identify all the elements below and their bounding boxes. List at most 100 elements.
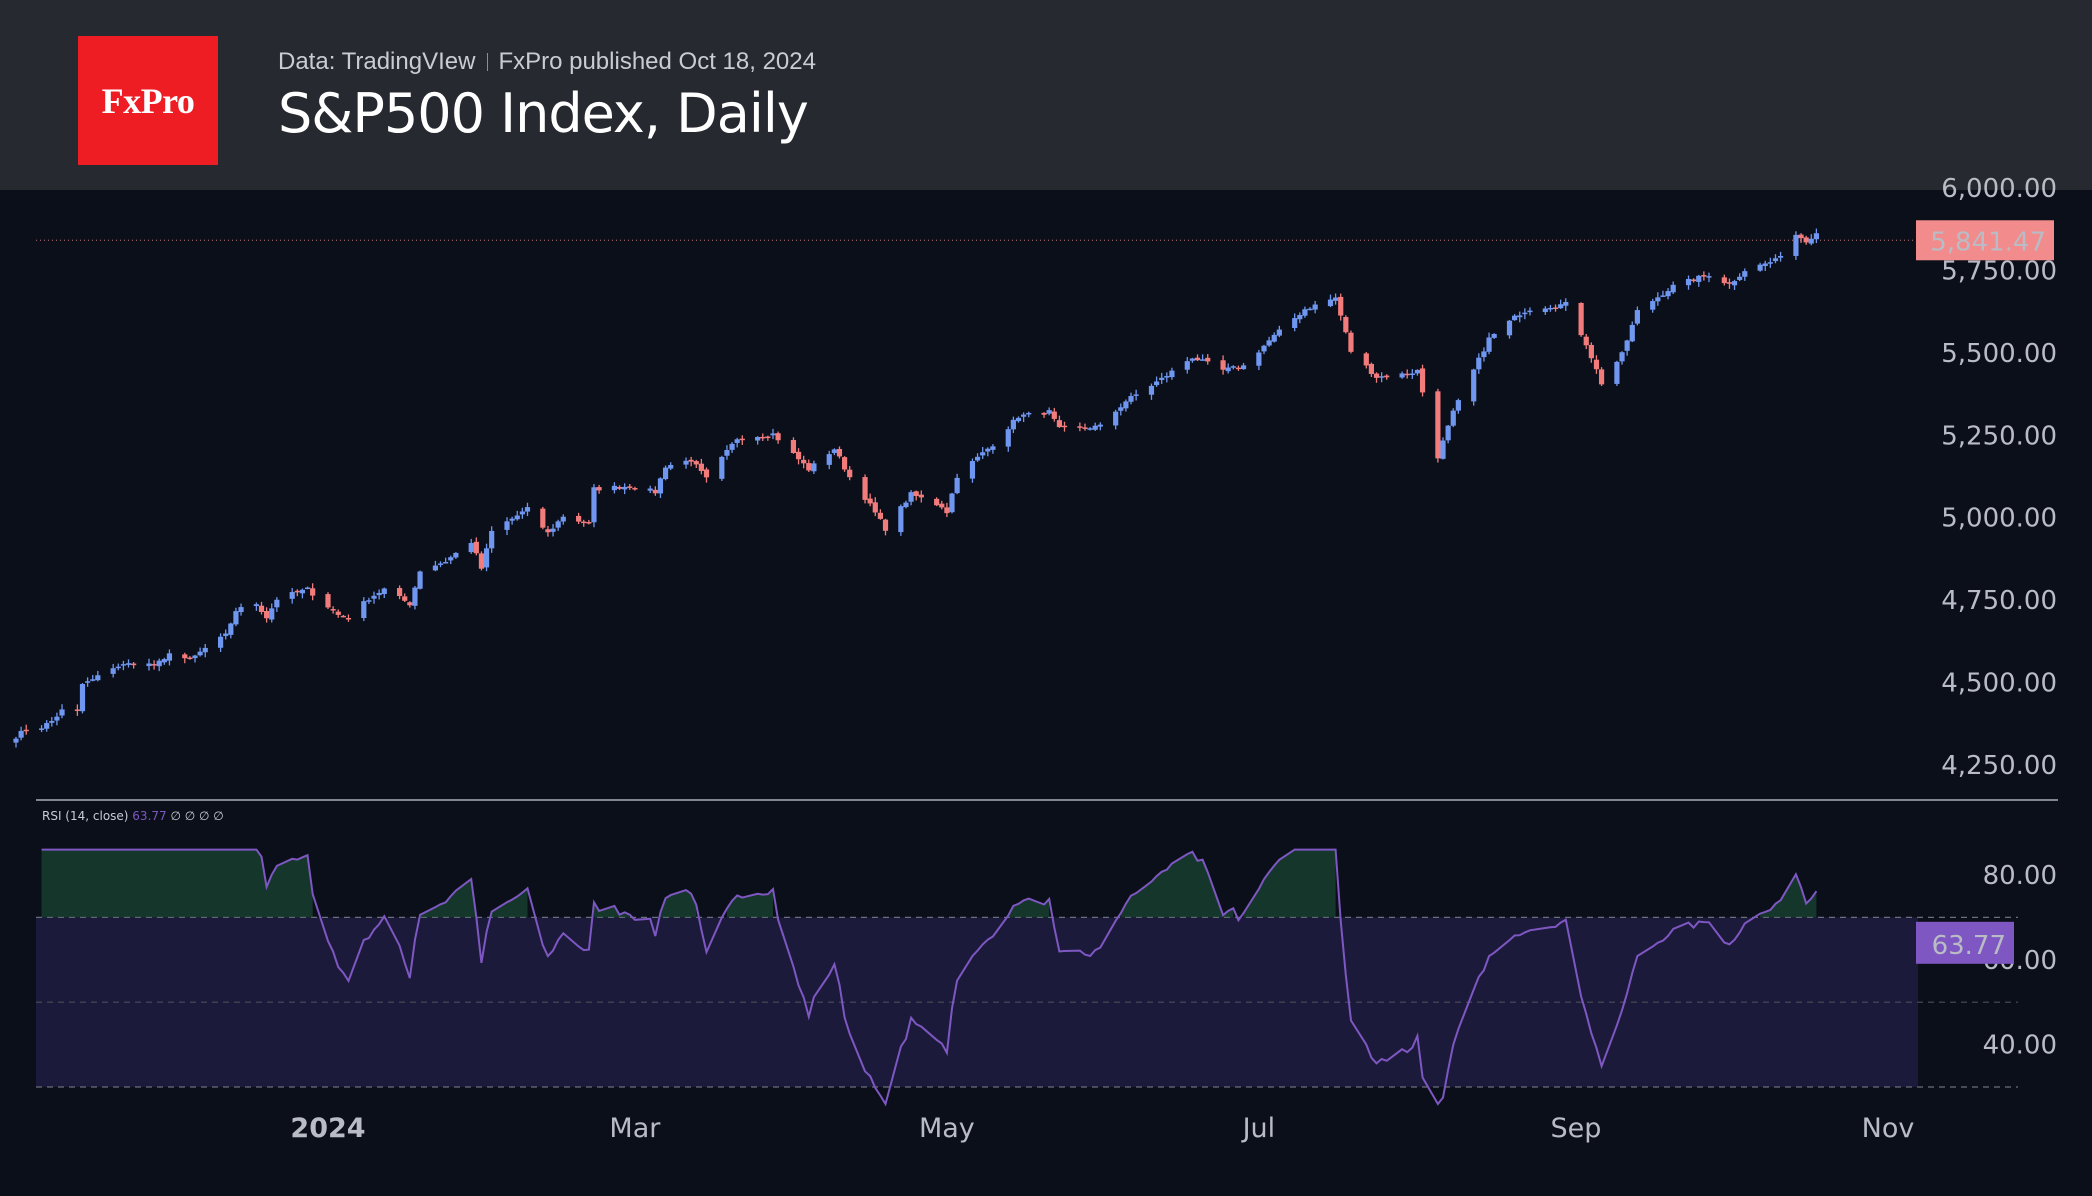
candle-body — [576, 515, 582, 522]
candle-body — [1793, 234, 1799, 256]
candle-body — [1051, 411, 1057, 419]
candle-body — [1445, 425, 1451, 441]
candle-body — [335, 611, 341, 615]
candle-body — [217, 636, 224, 648]
candle-body — [724, 449, 730, 456]
rsi-last-badge — [1916, 921, 2014, 964]
candle-body — [1343, 317, 1349, 333]
candle-body — [847, 469, 853, 478]
candle-body — [1517, 315, 1523, 318]
candle-body — [1061, 425, 1068, 428]
candle-body — [115, 666, 121, 669]
candle-body — [949, 493, 955, 513]
candle-body — [1363, 353, 1369, 366]
candle-body — [381, 588, 387, 595]
candle-body — [161, 659, 167, 663]
candle-body — [1506, 320, 1513, 336]
candle-body — [980, 452, 986, 456]
candle-body — [755, 436, 761, 441]
candle-body — [1731, 281, 1738, 286]
candle-body — [1619, 352, 1625, 362]
candle-body — [1491, 333, 1497, 338]
candle-body — [1558, 304, 1564, 309]
time-tick-label: Jul — [1241, 1113, 1276, 1144]
time-tick-label: Mar — [609, 1113, 661, 1144]
candle-body — [187, 657, 193, 660]
candle-body — [954, 477, 960, 494]
candle-body — [448, 557, 454, 561]
candle-body — [453, 552, 459, 558]
candle-body — [974, 456, 981, 461]
candle-body — [443, 562, 449, 564]
candle-body — [1194, 357, 1201, 361]
rsi-tick-label: 80.00 — [1983, 861, 2057, 891]
candle-body — [1419, 368, 1426, 393]
candle-body — [1015, 417, 1022, 422]
candle-body — [1593, 359, 1600, 370]
candle-body — [182, 654, 188, 659]
candle-body — [1701, 275, 1707, 277]
candle-body — [407, 602, 413, 606]
candle-body — [1082, 427, 1088, 429]
divider — [487, 53, 489, 71]
candle-body — [524, 507, 531, 512]
candle-body — [632, 487, 638, 490]
rsi-overbought-fill — [593, 902, 630, 918]
candle-body — [1200, 359, 1206, 361]
value-badges: 5,841.47 63.77 — [1916, 220, 2054, 964]
candle-body — [1046, 410, 1052, 414]
candle-body — [1205, 357, 1211, 362]
candle-body — [1128, 396, 1134, 402]
price-tick-label: 4,500.00 — [1941, 669, 2057, 699]
candle-body — [1757, 264, 1763, 271]
candle-body — [1404, 373, 1410, 376]
candle-body — [376, 592, 382, 596]
candle-body — [616, 486, 623, 489]
candle-body — [1087, 428, 1093, 430]
candle-body — [841, 457, 848, 470]
candle-body — [1261, 345, 1267, 352]
candle-body — [120, 664, 127, 666]
candle-body — [1721, 277, 1727, 284]
candle-body — [1384, 375, 1390, 378]
candle-body — [545, 529, 551, 533]
candle-body — [1220, 360, 1226, 370]
candle-body — [1798, 234, 1804, 239]
candle-body — [38, 728, 45, 730]
candle-body — [683, 460, 689, 465]
candle-body — [1021, 414, 1027, 417]
candle-body — [1777, 255, 1784, 258]
candle-body — [1563, 302, 1569, 306]
candle-body — [918, 494, 924, 498]
candle-body — [1772, 258, 1779, 262]
rsi-legend-value: 63.77 — [132, 809, 170, 823]
candle-body — [770, 433, 776, 436]
candle-body — [54, 716, 60, 721]
candle-body — [1450, 410, 1456, 426]
candle-body — [939, 503, 945, 508]
candle-body — [1471, 369, 1477, 402]
candle-body — [1803, 237, 1809, 243]
candle-body — [1409, 373, 1415, 376]
last-price-badge — [1916, 220, 2054, 261]
candle-body — [1588, 344, 1594, 359]
price-tick-label: 5,500.00 — [1941, 339, 2057, 369]
candle-body — [596, 487, 602, 491]
candle-body — [1481, 351, 1487, 358]
candle-body — [289, 592, 295, 599]
time-tick-label: Nov — [1862, 1113, 1915, 1144]
rsi-line — [41, 848, 1818, 1107]
candle-body — [294, 590, 300, 593]
candle-body — [44, 723, 50, 729]
candle-body — [934, 498, 940, 506]
candle-body — [1271, 334, 1277, 342]
candle-body — [1302, 309, 1308, 316]
candle-body — [1476, 357, 1482, 370]
candle-body — [1583, 336, 1589, 346]
candle-body — [775, 433, 781, 441]
candle-body — [1486, 337, 1492, 352]
candle-body — [969, 461, 976, 479]
candle-body — [1634, 310, 1640, 324]
candle-body — [202, 647, 208, 653]
candle-body — [361, 601, 367, 619]
